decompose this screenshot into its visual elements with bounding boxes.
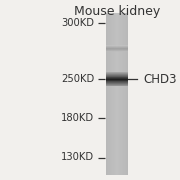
Bar (106, 47, 128, 48)
Text: 250KD: 250KD (61, 74, 94, 84)
Bar (106, 81, 128, 82)
Bar (106, 46, 128, 47)
Text: CHD3: CHD3 (144, 73, 177, 86)
Bar (106, 77, 128, 78)
Bar (112, 13, 113, 175)
Bar (106, 48, 128, 49)
Bar (106, 82, 128, 83)
Bar (106, 83, 128, 84)
Bar (124, 13, 125, 175)
Bar (106, 80, 128, 81)
Bar (106, 85, 128, 86)
Bar (126, 13, 127, 175)
Bar (127, 13, 128, 175)
Bar (125, 13, 126, 175)
Bar (106, 79, 128, 80)
Bar (106, 45, 128, 46)
Bar (119, 13, 120, 175)
Bar (106, 13, 107, 175)
Text: 300KD: 300KD (61, 18, 94, 28)
Bar (113, 13, 114, 175)
Bar (115, 13, 116, 175)
Bar (106, 49, 128, 50)
Bar (106, 73, 128, 74)
Bar (114, 13, 115, 175)
Bar (111, 13, 112, 175)
Bar (106, 74, 128, 75)
Bar (118, 13, 119, 175)
Bar (120, 13, 121, 175)
Bar (116, 13, 117, 175)
Bar (106, 75, 128, 76)
Bar (106, 84, 128, 85)
Bar (117, 13, 118, 175)
Bar (121, 13, 122, 175)
Bar (106, 13, 128, 175)
Bar (106, 51, 128, 52)
Bar (122, 13, 123, 175)
Text: 180KD: 180KD (61, 113, 94, 123)
Bar (108, 13, 109, 175)
Bar (109, 13, 110, 175)
Bar (107, 13, 108, 175)
Bar (110, 13, 111, 175)
Bar (106, 78, 128, 79)
Bar (106, 76, 128, 77)
Text: 130KD: 130KD (61, 152, 94, 163)
Bar (106, 50, 128, 51)
Bar (123, 13, 124, 175)
Text: Mouse kidney: Mouse kidney (74, 5, 160, 18)
